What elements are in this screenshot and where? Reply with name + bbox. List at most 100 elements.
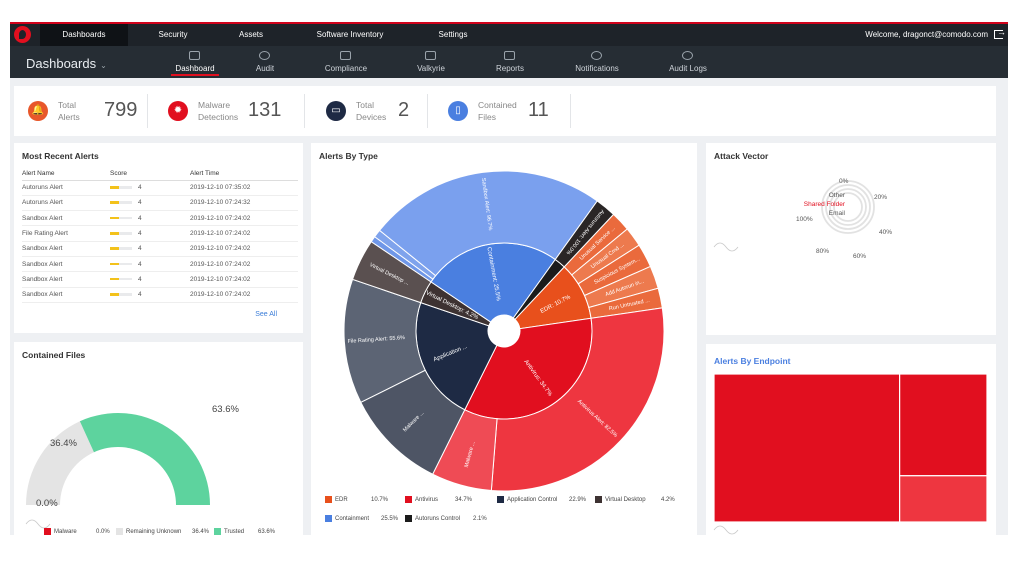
score-bar (110, 232, 132, 235)
score-value: 4 (138, 230, 142, 238)
legend-label[interactable]: Remaining Unknown (126, 529, 182, 535)
divider (147, 94, 148, 128)
legend-label[interactable]: Trusted (224, 529, 245, 535)
table-row[interactable]: Sandbox Alert 4 2019-12-10 07:24:02 (22, 287, 298, 303)
treemap-cell[interactable] (899, 475, 988, 523)
alerts-by-endpoint-card: Alerts By Endpoint (706, 344, 996, 535)
alert-name: Autoruns Alert (22, 180, 110, 196)
subnav-audit-logs-label: Audit Logs (669, 64, 707, 73)
see-all-link[interactable]: See All (255, 311, 277, 318)
audit-logs-icon (682, 51, 693, 60)
legend-label[interactable]: Containment (335, 516, 370, 522)
shield-icon (340, 51, 351, 60)
bell-icon (591, 51, 602, 60)
column-header[interactable]: Alert Name (22, 167, 110, 181)
column-header[interactable]: Score (110, 167, 190, 181)
gauge-label-malware: 0.0% (36, 498, 58, 509)
legend-label[interactable]: Malware (54, 529, 77, 535)
table-row[interactable]: Sandbox Alert 4 2019-12-10 07:24:02 (22, 210, 298, 227)
table-row[interactable]: File Rating Alert 4 2019-12-10 07:24:02 (22, 225, 298, 242)
legend-label[interactable]: Antivirus (415, 497, 439, 503)
alert-name: Sandbox Alert (22, 241, 110, 257)
stat-contained-files[interactable]: ▯ Contained Files 11 (448, 86, 578, 136)
alert-score: 4 (110, 287, 190, 303)
logout-icon[interactable] (994, 27, 1006, 39)
legend-label[interactable]: EDR (335, 497, 348, 503)
legend-value: 0.0% (96, 529, 110, 535)
alert-score: 4 (110, 180, 190, 196)
column-header[interactable]: Alert Time (190, 167, 298, 181)
tick-label: 40% (879, 229, 892, 236)
table-row[interactable]: Sandbox Alert 4 2019-12-10 07:24:02 (22, 271, 298, 288)
sunburst-outer-segment[interactable] (490, 307, 665, 492)
reports-icon (504, 51, 515, 60)
card-title: Most Recent Alerts (22, 151, 99, 161)
legend-label[interactable]: Virtual Desktop (605, 497, 646, 503)
stat-label: Total Devices (356, 99, 400, 123)
table-row[interactable]: Autoruns Alert 4 2019-12-10 07:35:02 (22, 180, 298, 196)
stat-value: 799 (104, 99, 138, 121)
subnav-compliance-label: Compliance (324, 64, 368, 73)
legend-label[interactable]: Autoruns Control (415, 516, 461, 522)
dashboards-selector[interactable]: Dashboards ⌄ (26, 56, 107, 71)
sunburst-outer-segment[interactable] (378, 170, 598, 277)
score-bar (110, 186, 132, 189)
tick-label: 100% (796, 216, 813, 223)
table-row[interactable]: Autoruns Alert 4 2019-12-10 07:24:32 (22, 195, 298, 212)
legend-label[interactable]: Application Control (507, 497, 558, 503)
gauge-segment-trusted[interactable] (79, 413, 211, 505)
topnav-security[interactable]: Security (158, 30, 188, 39)
bug-icon: ✹ (173, 105, 183, 116)
audit-icon (259, 51, 270, 60)
topnav-assets[interactable]: Assets (238, 30, 263, 39)
stat-total-devices[interactable]: ▭ Total Devices 2 (326, 86, 436, 136)
table-header: Alert Name Score Alert Time (22, 167, 298, 181)
subnav-dashboard-label: Dashboard (175, 64, 215, 73)
contained-files-gauge: 63.6% 36.4% 0.0% (25, 404, 239, 529)
legend-swatch (405, 496, 412, 503)
alerts-by-endpoint-treemap (713, 373, 988, 535)
table-row[interactable]: Sandbox Alert 4 2019-12-10 07:24:02 (22, 241, 298, 257)
subnav-audit-logs[interactable]: Audit Logs (648, 46, 728, 78)
topnav-settings[interactable]: Settings (438, 30, 468, 39)
sunburst-outer-segment[interactable] (554, 200, 615, 268)
welcome-user[interactable]: Welcome, dragonct@comodo.com (865, 30, 988, 39)
contained-files-card: Contained Files 63.6% 36.4% 0.0% Malware… (14, 342, 303, 535)
stat-total-alerts[interactable]: 🔔 Total Alerts 799 (28, 86, 158, 136)
subnav-dashboard[interactable]: Dashboard (155, 46, 235, 78)
score-value: 4 (138, 275, 142, 283)
vector-label-shared-folder[interactable]: Shared Folder (804, 201, 846, 208)
attack-vector-radial-chart: 0% 20% 40% 60% 80% 100% Other Shared Fol… (713, 178, 892, 260)
treemap-cell[interactable] (713, 373, 901, 523)
gauge-label-unknown: 36.4% (50, 438, 77, 449)
stat-icon-circle: ▯ (448, 101, 468, 121)
divider (570, 94, 571, 128)
subnav-valkyrie[interactable]: Valkyrie (391, 46, 471, 78)
table-row[interactable]: Sandbox Alert 4 2019-12-10 07:24:02 (22, 256, 298, 273)
topnav-dashboards[interactable]: Dashboards (40, 24, 128, 46)
subnav-audit[interactable]: Audit (225, 46, 305, 78)
vector-label-other[interactable]: Other (829, 192, 846, 199)
stat-icon-circle: ▭ (326, 101, 346, 121)
score-bar (110, 201, 132, 204)
stat-malware-detections[interactable]: ✹ Malware Detections 131 (168, 86, 308, 136)
legend-value: 4.2% (661, 497, 675, 503)
stat-value: 2 (398, 99, 410, 121)
topnav-software-inventory[interactable]: Software Inventory (316, 30, 384, 39)
subnav-reports[interactable]: Reports (470, 46, 550, 78)
alert-name: Autoruns Alert (22, 195, 110, 212)
subnav-notifications-label: Notifications (575, 64, 619, 73)
alert-time: 2019-12-10 07:24:02 (190, 271, 298, 288)
tick-label: 0% (839, 178, 849, 185)
gauge-segment-unknown[interactable] (26, 421, 94, 505)
score-bar (110, 247, 132, 250)
treemap-cell[interactable] (899, 373, 988, 477)
subnav-valkyrie-label: Valkyrie (417, 64, 445, 73)
legend-value: 10.7% (371, 497, 389, 503)
recent-alerts-table: Alert Name Score Alert Time Autoruns Ale… (22, 167, 298, 303)
subnav-compliance[interactable]: Compliance (306, 46, 386, 78)
divider (304, 94, 305, 128)
alert-time: 2019-12-10 07:24:02 (190, 225, 298, 242)
subnav-notifications[interactable]: Notifications (557, 46, 637, 78)
vector-label-email[interactable]: Email (829, 210, 846, 217)
